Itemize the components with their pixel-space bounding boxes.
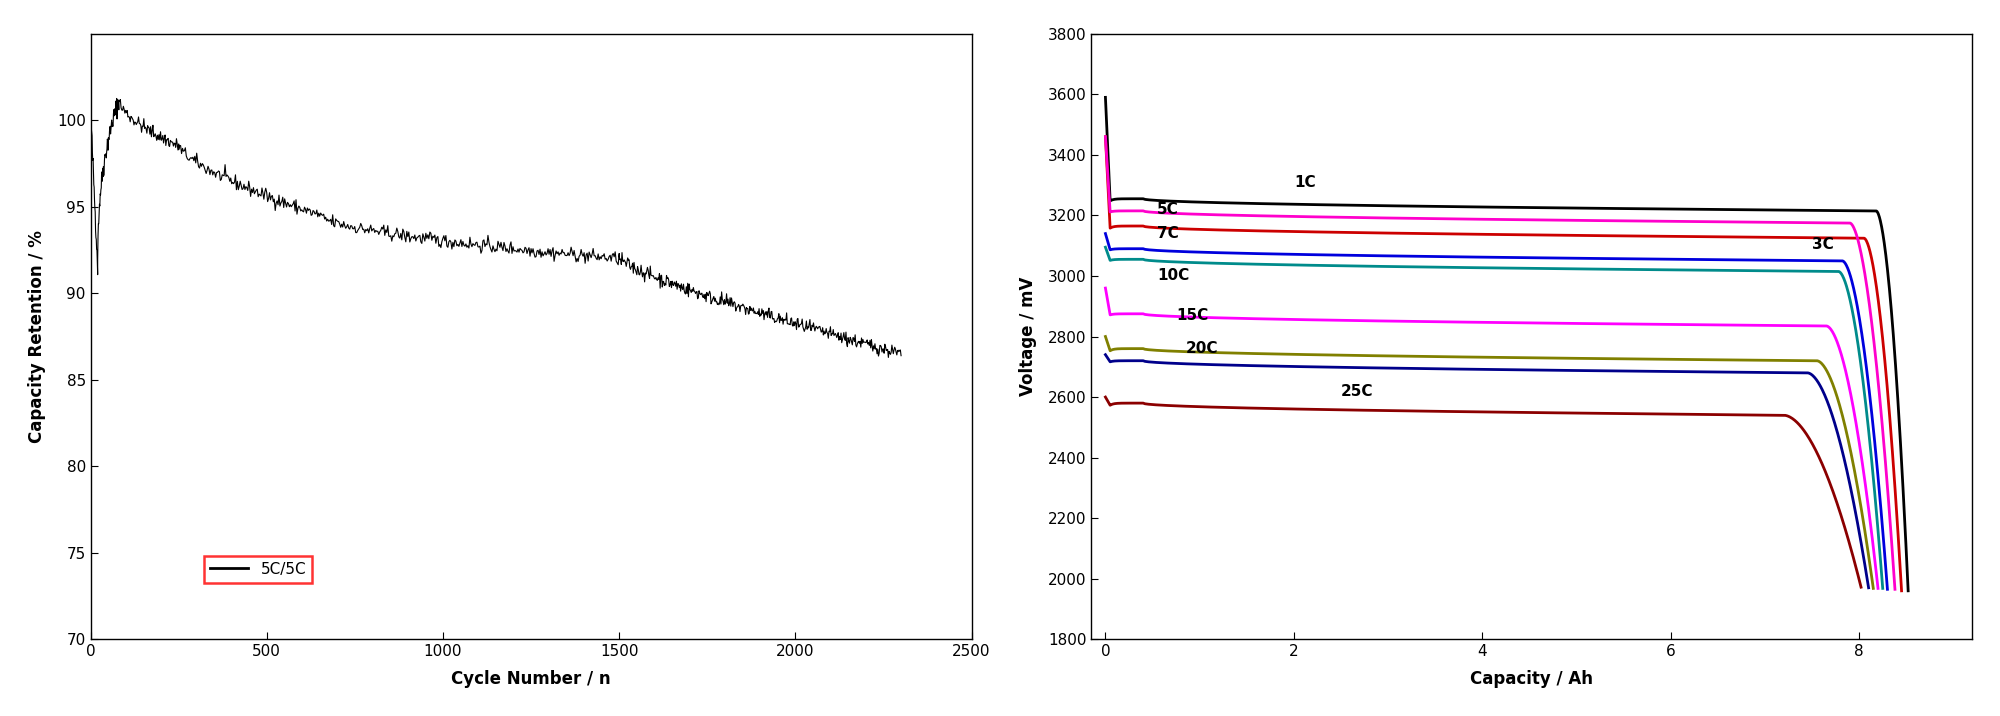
Legend: 5C/5C: 5C/5C	[204, 556, 312, 583]
Y-axis label: Capacity Retention / %: Capacity Retention / %	[28, 230, 46, 443]
Text: 15C: 15C	[1176, 308, 1208, 323]
X-axis label: Capacity / Ah: Capacity / Ah	[1470, 670, 1594, 688]
Text: 3C: 3C	[1812, 237, 1834, 252]
Text: 1C: 1C	[1294, 175, 1316, 190]
Y-axis label: Voltage / mV: Voltage / mV	[1018, 277, 1036, 396]
Text: 5C: 5C	[1158, 202, 1180, 217]
X-axis label: Cycle Number / n: Cycle Number / n	[452, 670, 610, 688]
Text: 25C: 25C	[1340, 384, 1374, 399]
Text: 20C: 20C	[1186, 341, 1218, 356]
Text: 10C: 10C	[1158, 268, 1190, 284]
Text: 7C: 7C	[1158, 226, 1180, 241]
